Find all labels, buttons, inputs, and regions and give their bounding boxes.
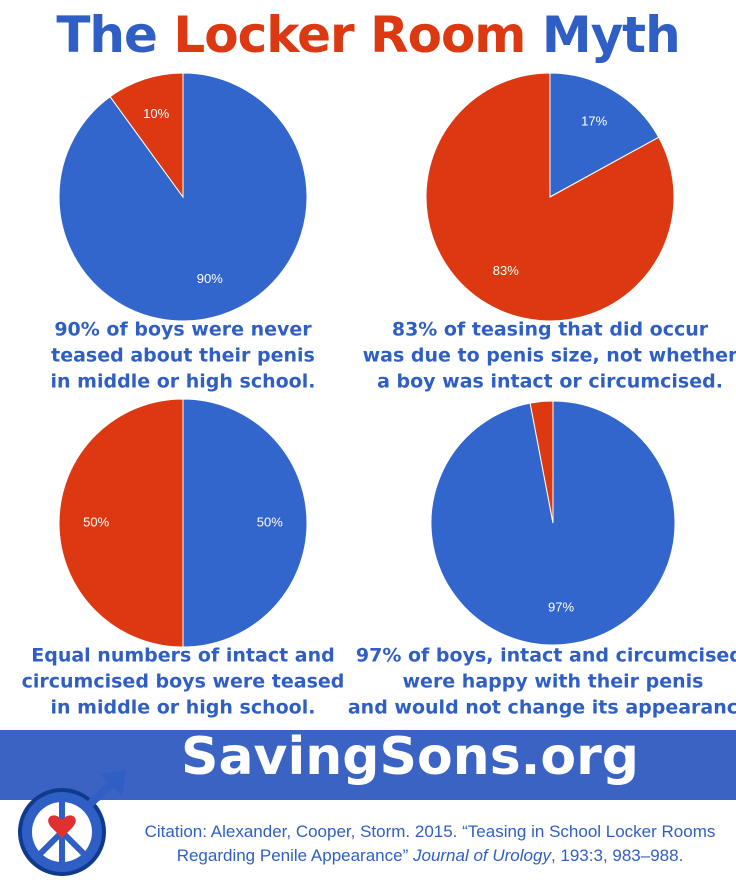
caption-line: Equal numbers of intact and bbox=[31, 645, 334, 667]
caption-line: was due to penis size, not whether bbox=[363, 345, 736, 367]
slice-label: 90% bbox=[197, 271, 223, 286]
title-word: Locker Room bbox=[173, 6, 526, 64]
slice-label: 50% bbox=[257, 514, 283, 529]
caption-line: 97% of boys, intact and circumcised, bbox=[356, 645, 736, 667]
caption-line: 83% of teasing that did occur bbox=[392, 319, 709, 341]
slice-label: 50% bbox=[83, 514, 109, 529]
caption-line: 90% of boys were never bbox=[54, 319, 312, 341]
caption-line: and would not change its appearance. bbox=[348, 697, 736, 719]
slice-label: 17% bbox=[581, 114, 607, 129]
caption-line: in middle or high school. bbox=[51, 697, 316, 719]
citation-text: , 193:3, 983–988. bbox=[550, 846, 684, 865]
pie-slice bbox=[109, 72, 184, 199]
caption-line: a boy was intact or circumcised. bbox=[377, 371, 723, 393]
slice-label: 10% bbox=[143, 106, 169, 121]
slice-label: 97% bbox=[548, 599, 574, 614]
title-word: Myth bbox=[541, 6, 681, 64]
title-word: The bbox=[56, 6, 158, 64]
pie-slice bbox=[549, 72, 660, 198]
citation-text: Citation: Alexander, Cooper, Storm. 2015… bbox=[144, 822, 716, 865]
logo bbox=[18, 770, 126, 876]
pie-slice bbox=[425, 72, 675, 322]
charts: 90% 10% 90% of boys were never teased about… bbox=[22, 72, 736, 719]
caption-line: were happy with their penis bbox=[403, 671, 704, 693]
pie-slice bbox=[58, 398, 184, 648]
citation: Citation: Alexander, Cooper, Storm. 2015… bbox=[120, 820, 736, 868]
pie-slice bbox=[182, 398, 308, 648]
citation-journal: Journal of Urology bbox=[412, 846, 551, 865]
site-name: SavingSons.org bbox=[181, 727, 639, 787]
title: The Locker Room Myth bbox=[0, 6, 736, 64]
pie-slice bbox=[529, 400, 554, 524]
slice-label: 83% bbox=[493, 263, 519, 278]
caption-line: circumcised boys were teased bbox=[22, 671, 345, 693]
caption-line: teased about their penis bbox=[51, 345, 315, 367]
caption-line: in middle or high school. bbox=[51, 371, 316, 393]
